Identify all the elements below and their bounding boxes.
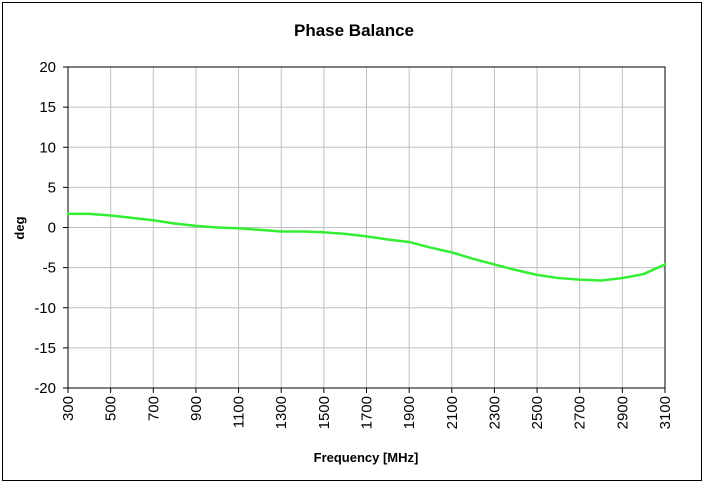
x-tick-label: 1100 (231, 396, 248, 428)
x-axis-ticks: 300 500 700 900 1100 1300 1500 1700 1900 2100 2300… (60, 388, 674, 429)
series-layer (66, 212, 667, 282)
data-point (579, 279, 581, 281)
y-tick-label: 15 (39, 99, 56, 116)
x-tick-label: 300 (60, 396, 77, 421)
data-point (259, 229, 261, 231)
x-tick-label: 2300 (486, 396, 503, 429)
y-tick-label: -5 (43, 260, 56, 277)
data-point (621, 277, 623, 279)
y-axis-ticks: 20 15 10 5 0 -5 -10 -15 -20 (34, 59, 68, 397)
x-tick-label: 1700 (359, 396, 376, 429)
data-point (643, 273, 645, 275)
data-point (152, 219, 154, 221)
x-tick-label: 2700 (572, 396, 589, 429)
data-point (451, 251, 453, 253)
y-tick-label: 0 (48, 220, 56, 237)
data-point (110, 214, 112, 217)
data-point (67, 213, 69, 215)
x-tick-label: 2500 (529, 396, 546, 429)
x-tick-label: 900 (188, 396, 205, 421)
grid-layer (67, 66, 666, 389)
data-point (493, 263, 496, 266)
data-point (344, 233, 346, 235)
data-point (429, 246, 432, 249)
chart-title: Phase Balance (294, 21, 414, 40)
data-point (237, 227, 240, 229)
y-tick-label: 20 (39, 59, 56, 76)
x-tick-label: 2100 (444, 396, 461, 429)
data-point (365, 235, 368, 237)
x-tick-label: 700 (145, 396, 162, 421)
y-tick-label: -10 (34, 300, 56, 317)
chart-frame (2, 2, 702, 481)
x-tick-label: 3100 (657, 396, 674, 429)
data-point (323, 231, 325, 233)
x-tick-label: 2900 (614, 396, 631, 429)
y-axis-label: deg (12, 216, 27, 239)
data-point (280, 230, 282, 233)
y-tick-label: 10 (39, 139, 56, 156)
x-axis-label: Frequency [MHz] (314, 450, 419, 465)
data-point (472, 258, 474, 260)
data-point (557, 277, 559, 279)
y-tick-label: -20 (34, 380, 56, 397)
data-point (387, 238, 389, 241)
y-tick-label: -15 (34, 340, 56, 357)
data-point (301, 230, 304, 233)
data-point (88, 213, 90, 215)
data-point (174, 222, 176, 225)
data-point (216, 226, 218, 229)
x-tick-label: 500 (103, 396, 120, 421)
data-point (131, 217, 133, 219)
data-point (536, 274, 538, 276)
x-tick-label: 1300 (273, 396, 290, 429)
data-point (664, 263, 666, 266)
data-point (515, 269, 517, 271)
y-tick-label: 5 (48, 179, 56, 196)
x-tick-label: 1500 (316, 396, 333, 429)
data-point (600, 279, 602, 282)
data-point (408, 241, 410, 243)
data-point (195, 225, 197, 227)
x-tick-label: 1900 (401, 396, 418, 429)
